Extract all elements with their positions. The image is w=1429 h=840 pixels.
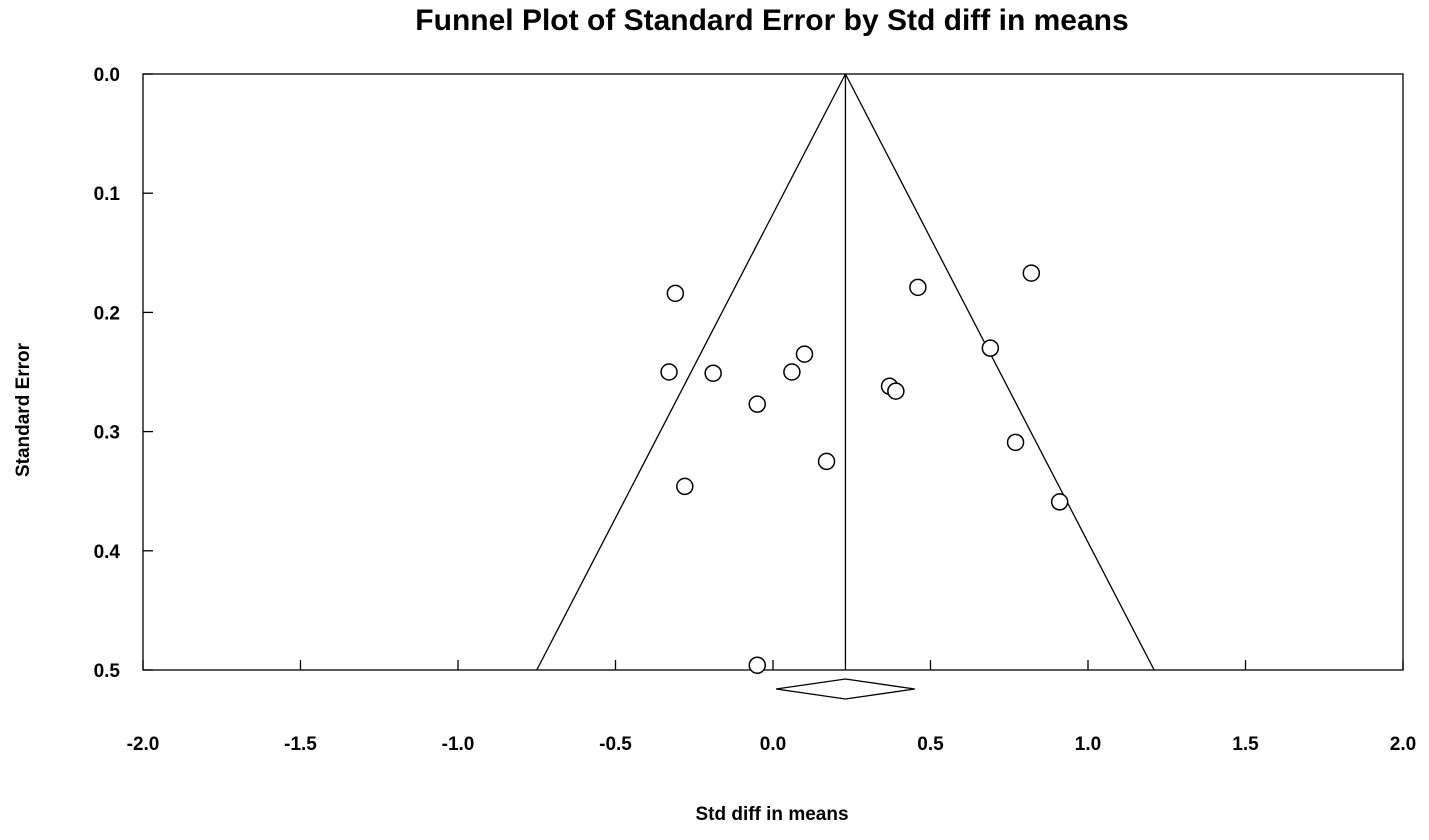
funnel-right-line bbox=[844, 73, 1155, 671]
x-tick-label: 2.0 bbox=[1390, 734, 1416, 755]
x-tick-label: -1.5 bbox=[284, 734, 317, 755]
study-point-6 bbox=[783, 363, 801, 381]
x-tick-label: -0.5 bbox=[599, 734, 632, 755]
study-point-16 bbox=[748, 656, 766, 674]
x-tick-label: -2.0 bbox=[127, 734, 160, 755]
funnel-left-line bbox=[536, 73, 847, 671]
study-point-4 bbox=[676, 477, 694, 496]
x-tick-label: 0.5 bbox=[917, 734, 944, 755]
study-point-11 bbox=[909, 278, 927, 297]
study-point-10 bbox=[887, 382, 905, 400]
plot-frame bbox=[142, 73, 1404, 671]
y-tick-label: 0.2 bbox=[94, 303, 120, 324]
y-tick-label: 0.5 bbox=[94, 661, 121, 682]
study-point-2 bbox=[660, 363, 678, 381]
summary-diamond-group bbox=[776, 678, 915, 700]
study-point-1 bbox=[666, 284, 685, 303]
x-axis-label: Std diff in means bbox=[695, 804, 848, 825]
study-point-7 bbox=[795, 345, 814, 363]
study-point-5 bbox=[748, 395, 766, 413]
y-tick-label: 0.3 bbox=[94, 423, 120, 444]
x-tick-label: 1.0 bbox=[1075, 734, 1101, 755]
x-tick-label: 0.0 bbox=[760, 734, 786, 755]
x-axis-ticks: -2.0 -1.5 -1.0 -0.5 0.0 0.5 1.0 1.5 2.0 bbox=[127, 660, 1416, 755]
y-axis-label: Standard Error bbox=[13, 342, 34, 477]
study-point-13 bbox=[1006, 433, 1025, 452]
study-point-14 bbox=[1022, 264, 1041, 282]
y-tick-label: 0.0 bbox=[94, 65, 120, 86]
x-tick-label: -1.0 bbox=[442, 734, 475, 755]
plot-area bbox=[142, 73, 1404, 671]
y-tick-label: 0.1 bbox=[94, 184, 121, 205]
study-point-12 bbox=[981, 339, 1000, 357]
study-points bbox=[660, 264, 1069, 674]
chart-title: Funnel Plot of Standard Error by Std dif… bbox=[415, 4, 1128, 37]
x-tick-label: 1.5 bbox=[1232, 734, 1259, 755]
y-tick-label: 0.4 bbox=[94, 542, 121, 563]
study-point-15 bbox=[1050, 493, 1069, 511]
study-point-8 bbox=[817, 452, 836, 471]
summary-diamond bbox=[776, 678, 915, 700]
y-axis-ticks: 0.0 0.1 0.2 0.3 0.4 0.5 bbox=[94, 65, 153, 682]
funnel-lines bbox=[536, 73, 1155, 671]
study-point-3 bbox=[704, 364, 722, 382]
